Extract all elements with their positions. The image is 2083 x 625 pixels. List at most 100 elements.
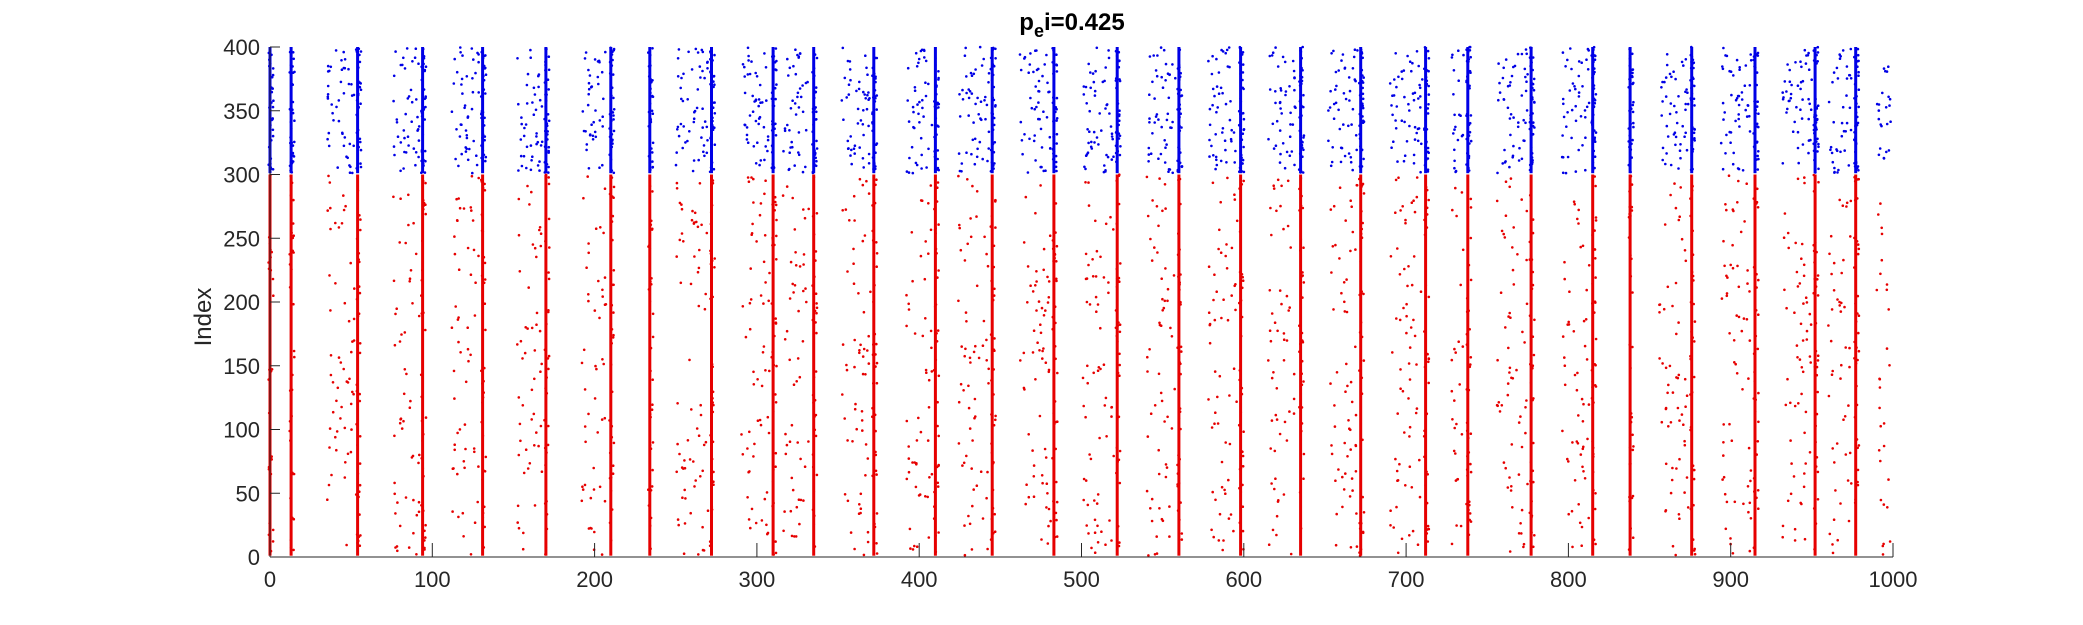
spike-point (975, 190, 979, 193)
spike-point (594, 135, 598, 139)
spike-point (517, 169, 520, 172)
spike-point (910, 231, 914, 234)
spike-point (1661, 100, 1664, 103)
spike-point (1242, 170, 1246, 174)
spike-point (1299, 342, 1302, 346)
spike-point (905, 293, 908, 297)
spike-point (842, 118, 845, 121)
spike-point (457, 340, 460, 344)
spike-point (1629, 412, 1633, 415)
spike-point (1178, 248, 1181, 251)
spike-point (355, 383, 359, 387)
spike-point (799, 457, 802, 461)
spike-point (290, 181, 294, 185)
spike-point (924, 94, 928, 98)
spike-point (594, 227, 598, 230)
spike-point (1149, 412, 1153, 416)
spike-point (764, 145, 767, 148)
spike-point (1564, 65, 1567, 68)
burst-band-1-17 (1177, 174, 1181, 556)
spike-point (1019, 359, 1022, 362)
spike-point (1587, 101, 1591, 105)
spike-point (650, 228, 654, 231)
spike-point (1594, 93, 1598, 96)
spike-point (935, 340, 939, 343)
spike-point (1812, 128, 1816, 132)
spike-point (422, 208, 425, 211)
spike-point (1564, 171, 1568, 175)
spike-point (1460, 433, 1464, 436)
spike-point (1329, 208, 1333, 211)
spike-point (1350, 123, 1353, 126)
spike-point (1736, 201, 1739, 204)
spike-point (517, 453, 521, 457)
spike-point (1793, 404, 1797, 408)
spike-point (1755, 453, 1758, 456)
spike-point (1344, 219, 1347, 222)
spike-point (1242, 430, 1245, 434)
spike-point (1299, 49, 1302, 52)
spike-point (1398, 273, 1402, 276)
spike-point (1215, 57, 1218, 61)
spike-point (1855, 346, 1858, 349)
spike-point (1403, 431, 1406, 434)
spike-point (1117, 415, 1121, 419)
spike-point (927, 202, 930, 205)
spike-point (1796, 177, 1800, 181)
spike-point (991, 142, 995, 146)
spike-point (1725, 500, 1729, 504)
spike-point (1840, 271, 1843, 275)
spike-point (1413, 125, 1417, 129)
spike-point (648, 168, 652, 172)
spike-point (1020, 139, 1024, 142)
spike-point (994, 226, 997, 229)
spike-point (1737, 117, 1740, 121)
x-tick-label: 600 (1225, 567, 1262, 592)
spike-point (1051, 456, 1054, 460)
spike-point (453, 235, 456, 238)
spike-point (1503, 236, 1507, 239)
spike-point (1274, 90, 1277, 93)
spike-point (1053, 345, 1057, 348)
spike-point (1533, 101, 1536, 104)
spike-point (1807, 68, 1811, 71)
spike-point (1809, 323, 1813, 326)
spike-point (865, 179, 868, 183)
spike-point (969, 71, 973, 75)
spike-point (1338, 186, 1342, 189)
y-tick-label: 300 (223, 163, 260, 188)
spike-point (522, 134, 526, 138)
spike-point (1591, 123, 1594, 126)
spike-point (396, 549, 399, 553)
spike-point (1839, 150, 1842, 154)
spike-point (933, 228, 937, 232)
spike-point (1736, 264, 1739, 268)
spike-point (1856, 294, 1860, 298)
spike-point (771, 100, 775, 103)
spike-point (1424, 185, 1428, 189)
spike-point (783, 129, 787, 133)
spike-point (1272, 147, 1276, 150)
spike-point (1164, 146, 1167, 149)
spike-point (745, 133, 749, 137)
spike-point (1528, 194, 1532, 197)
spike-point (358, 137, 362, 141)
spike-point (1747, 377, 1750, 380)
spike-point (981, 157, 984, 161)
spike-point (915, 65, 919, 68)
spike-point (987, 130, 991, 134)
spike-point (608, 135, 612, 139)
spike-point (461, 92, 464, 95)
spike-point (1180, 126, 1183, 129)
spike-point (966, 178, 969, 181)
spike-point (359, 218, 362, 221)
spike-point (1110, 415, 1113, 418)
spike-point (1221, 127, 1225, 130)
spike-point (1150, 519, 1154, 523)
spike-point (1668, 364, 1672, 368)
spike-point (1468, 121, 1472, 125)
spike-point (1045, 506, 1048, 509)
spike-point (1241, 454, 1245, 458)
spike-point (1212, 298, 1215, 302)
spike-point (1022, 351, 1026, 355)
